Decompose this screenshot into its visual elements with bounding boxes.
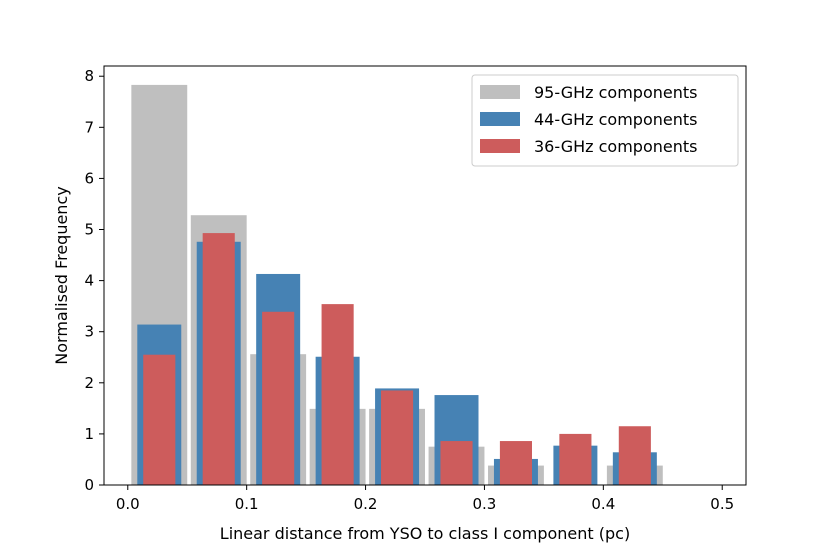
y-tick-label: 6 <box>84 169 94 187</box>
x-tick-label: 0.4 <box>591 495 615 513</box>
legend-swatch-3 <box>480 139 520 153</box>
y-tick-label: 3 <box>84 323 94 341</box>
legend-label-3: 36-GHz components <box>534 137 697 156</box>
x-tick-label: 0.3 <box>473 495 497 513</box>
legend: 95-GHz components 44-GHz components 36-GHz… <box>471 74 739 167</box>
y-tick-label: 5 <box>84 221 94 239</box>
x-axis-title: Linear distance from YSO to class I comp… <box>220 524 630 543</box>
y-tick-label: 1 <box>84 425 94 443</box>
x-axis-ticks: 0.0 0.1 0.2 0.3 0.4 0.5 <box>116 485 734 513</box>
bar-series-3-bin-2 <box>202 233 235 485</box>
legend-swatch-2 <box>480 112 520 126</box>
plot-frame <box>103 65 747 486</box>
legend-label-1: 95-GHz components <box>534 83 697 102</box>
y-axis-ticks: 0 1 2 3 4 5 6 7 8 <box>84 67 104 494</box>
y-tick-label: 4 <box>84 272 94 290</box>
x-tick-label: 0.2 <box>354 495 378 513</box>
legend-box <box>471 74 739 167</box>
y-tick-label: 2 <box>84 374 94 392</box>
bar-series-3-bin-1 <box>143 354 176 485</box>
legend-label-2: 44-GHz components <box>534 110 697 129</box>
bar-series-3-bin-8 <box>559 433 592 485</box>
bars-group <box>131 84 663 485</box>
bar-series-3-bin-4 <box>321 304 354 485</box>
x-tick-label: 0.5 <box>710 495 734 513</box>
bar-series-3-bin-7 <box>499 441 532 485</box>
legend-swatch-1 <box>480 85 520 99</box>
bar-series-3-bin-5 <box>381 390 414 485</box>
y-axis-title: Normalised Frequency <box>52 186 71 364</box>
y-tick-label: 0 <box>84 476 94 494</box>
y-tick-label: 8 <box>84 67 94 85</box>
bar-series-3-bin-3 <box>262 311 295 485</box>
bar-series-3-bin-9 <box>618 426 651 485</box>
y-tick-label: 7 <box>84 118 94 136</box>
bar-series-3-bin-6 <box>440 441 473 485</box>
x-tick-label: 0.1 <box>235 495 259 513</box>
x-tick-label: 0.0 <box>116 495 140 513</box>
